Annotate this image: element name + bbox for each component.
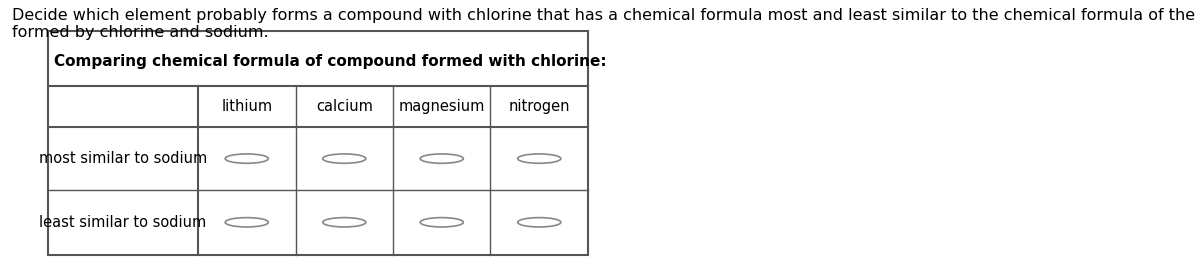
- Text: calcium: calcium: [316, 99, 373, 114]
- Text: least similar to sodium: least similar to sodium: [40, 215, 206, 230]
- Text: magnesium: magnesium: [398, 99, 485, 114]
- Text: Comparing chemical formula of compound formed with chlorine:: Comparing chemical formula of compound f…: [54, 54, 607, 69]
- Text: lithium: lithium: [221, 99, 272, 114]
- Text: most similar to sodium: most similar to sodium: [38, 151, 208, 166]
- Text: nitrogen: nitrogen: [509, 99, 570, 114]
- Text: Decide which element probably forms a compound with chlorine that has a chemical: Decide which element probably forms a co…: [12, 8, 1200, 40]
